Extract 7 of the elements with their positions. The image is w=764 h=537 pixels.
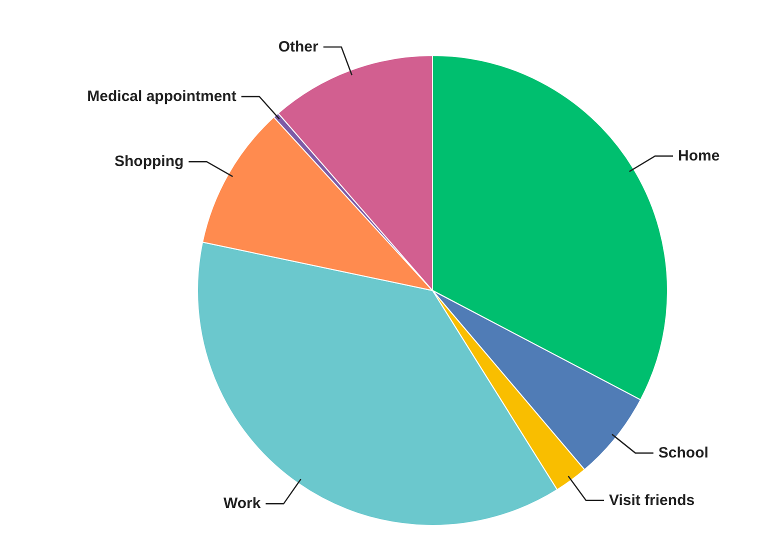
- slice-label: Medical appointment: [87, 88, 236, 106]
- slice-label: Home: [678, 148, 720, 165]
- slice-label: Shopping: [114, 153, 184, 170]
- slice-label: Visit friends: [608, 492, 695, 509]
- slice-label: Work: [223, 495, 262, 512]
- slice-label: Other: [278, 38, 319, 56]
- slice-label: School: [658, 444, 708, 462]
